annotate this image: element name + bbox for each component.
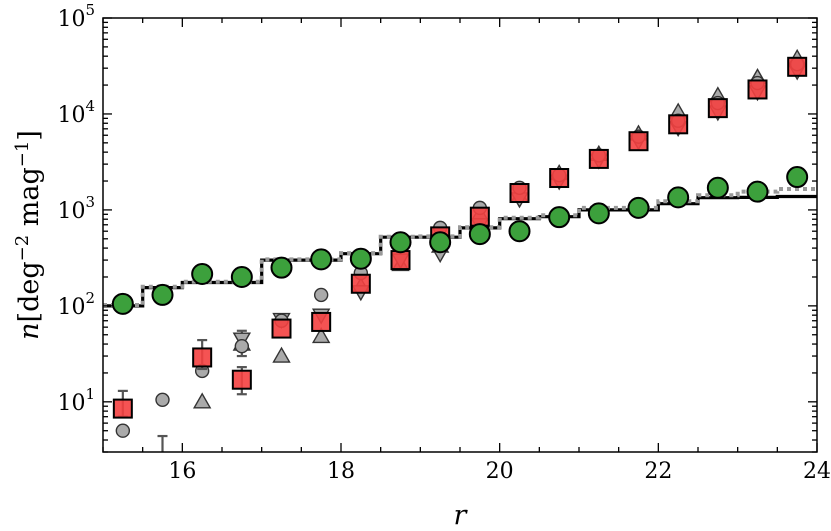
marker-square-3-9 bbox=[509, 183, 530, 204]
marker-circle-2-0 bbox=[115, 423, 131, 438]
y-tick-label-base: 10 bbox=[57, 7, 85, 32]
y-axis-label-symbol: n bbox=[14, 322, 45, 339]
marker-circle-4-10 bbox=[508, 220, 531, 243]
marker-circle-4-3 bbox=[230, 265, 253, 288]
y-tick-label-exp: 2 bbox=[85, 289, 95, 307]
marker-square-3-3 bbox=[271, 318, 292, 339]
marker-circle-4-15 bbox=[706, 176, 729, 199]
x-tick-label: 18 bbox=[327, 459, 355, 484]
y-axis-label-unit-a: [deg bbox=[14, 261, 45, 322]
marker-triangle-up-0-2 bbox=[272, 346, 291, 363]
marker-square-3-12 bbox=[628, 131, 649, 152]
x-axis-label: r bbox=[454, 500, 469, 531]
y-axis-label-exp-a: −2 bbox=[12, 235, 33, 262]
marker-square-3-2 bbox=[231, 369, 252, 390]
marker-circle-2-5 bbox=[313, 287, 329, 303]
marker-triangle-up-0-3 bbox=[311, 327, 331, 344]
x-tick-label: 24 bbox=[803, 459, 831, 484]
y-axis-label-unit-b: mag bbox=[14, 167, 45, 235]
marker-square-3-15 bbox=[747, 79, 768, 100]
marker-circle-4-14 bbox=[667, 186, 690, 209]
step-line-solid bbox=[103, 194, 817, 308]
marker-square-3-10 bbox=[549, 168, 570, 189]
marker-circle-4-12 bbox=[587, 202, 610, 225]
marker-square-3-6 bbox=[390, 250, 411, 271]
y-axis-label: n[deg−2 mag−1] bbox=[12, 130, 45, 340]
y-tick-label: 102 bbox=[57, 289, 95, 320]
marker-circle-4-9 bbox=[468, 223, 491, 246]
marker-circle-4-0 bbox=[111, 292, 134, 315]
x-tick-label: 22 bbox=[644, 459, 672, 484]
x-tick-label: 16 bbox=[168, 459, 196, 484]
marker-circle-2-3 bbox=[234, 338, 250, 354]
y-tick-label: 104 bbox=[57, 97, 95, 128]
marker-circle-4-8 bbox=[429, 231, 452, 254]
marker-circle-4-1 bbox=[151, 283, 174, 306]
marker-square-3-11 bbox=[588, 148, 609, 169]
marker-circle-4-5 bbox=[310, 248, 333, 271]
marker-circle-4-7 bbox=[389, 231, 412, 254]
marker-circle-4-16 bbox=[746, 180, 769, 203]
marker-square-3-0 bbox=[112, 398, 133, 419]
marker-square-3-4 bbox=[311, 311, 332, 332]
marker-circle-4-6 bbox=[349, 247, 372, 270]
marker-circle-4-2 bbox=[191, 262, 214, 285]
marker-square-3-1 bbox=[192, 347, 213, 368]
marker-circle-4-13 bbox=[627, 196, 650, 219]
step-line-dotted bbox=[103, 187, 817, 307]
marker-circle-4-11 bbox=[548, 206, 571, 229]
marker-square-3-5 bbox=[350, 273, 371, 294]
marker-triangle-up-0-0 bbox=[192, 392, 212, 409]
marker-circle-4-4 bbox=[270, 256, 293, 279]
y-tick-label: 101 bbox=[57, 385, 95, 416]
y-tick-label-exp: 4 bbox=[85, 97, 95, 115]
marker-square-3-14 bbox=[707, 98, 728, 119]
y-axis-label-exp-b: −1 bbox=[12, 141, 33, 168]
marker-circle-4-17 bbox=[786, 166, 809, 189]
x-tick-label: 20 bbox=[486, 459, 514, 484]
y-tick-label-base: 10 bbox=[57, 103, 85, 128]
error-bar-extra-0 bbox=[157, 434, 168, 452]
y-axis-label-close: ] bbox=[14, 130, 45, 141]
marker-square-3-13 bbox=[668, 114, 689, 135]
y-tick-label-base: 10 bbox=[57, 199, 85, 224]
plot-layer bbox=[103, 48, 817, 452]
marker-square-3-8 bbox=[469, 206, 490, 227]
y-tick-label: 105 bbox=[57, 1, 95, 32]
y-tick-label-exp: 3 bbox=[85, 193, 95, 211]
y-tick-label-base: 10 bbox=[57, 295, 85, 320]
y-tick-label-exp: 1 bbox=[85, 385, 95, 403]
marker-square-3-16 bbox=[787, 56, 808, 77]
y-tick-label-base: 10 bbox=[57, 391, 85, 416]
y-tick-label: 103 bbox=[57, 193, 95, 224]
y-tick-label-exp: 5 bbox=[85, 1, 95, 19]
marker-circle-2-1 bbox=[155, 392, 170, 407]
